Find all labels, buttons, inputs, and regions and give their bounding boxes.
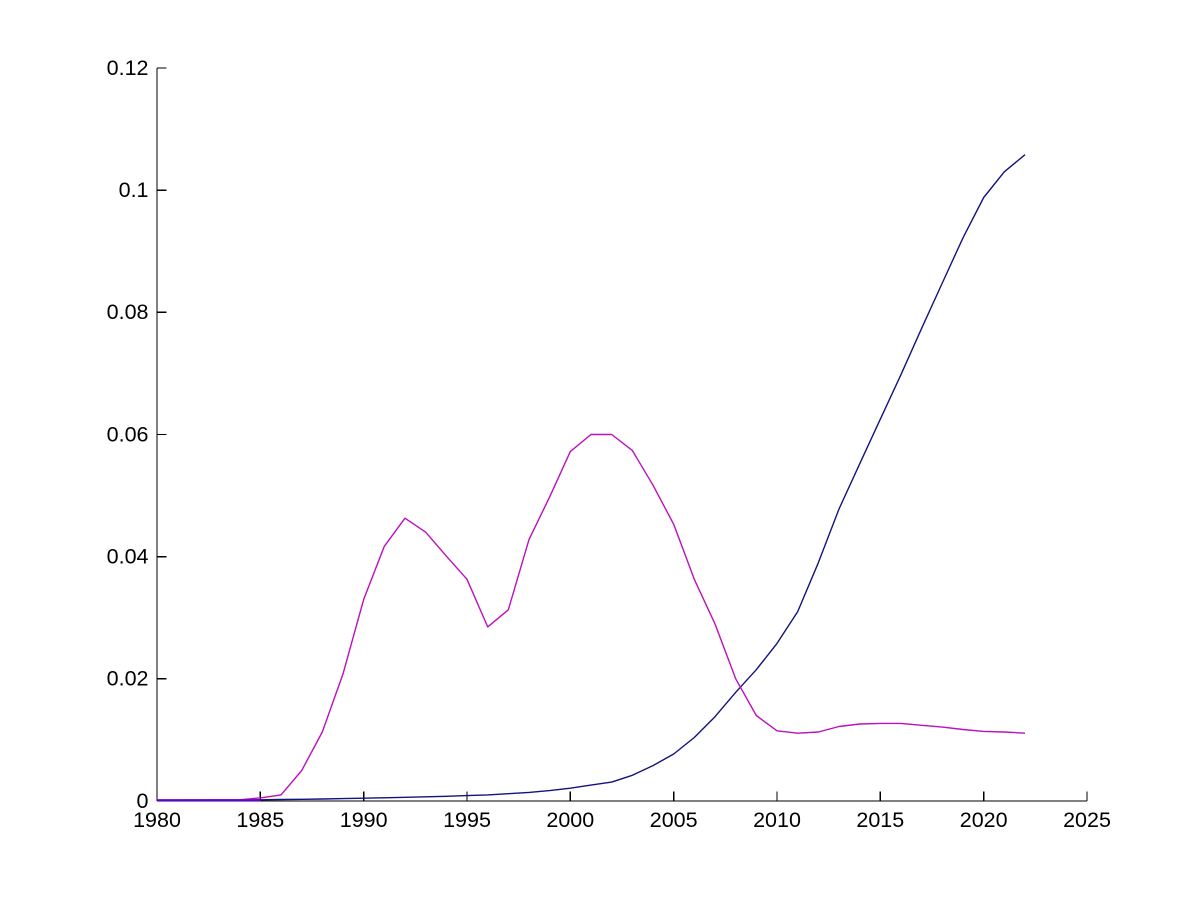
svg-text:0.08: 0.08 [107,300,149,324]
svg-text:0: 0 [137,789,149,813]
svg-text:2010: 2010 [753,808,801,832]
svg-text:1985: 1985 [236,808,284,832]
svg-text:0.12: 0.12 [107,56,149,80]
svg-text:2015: 2015 [856,808,904,832]
svg-text:1980: 1980 [133,808,181,832]
svg-text:2005: 2005 [650,808,698,832]
svg-text:0.04: 0.04 [107,545,149,569]
svg-text:0.02: 0.02 [107,667,149,691]
svg-text:1990: 1990 [340,808,388,832]
svg-text:0.06: 0.06 [107,422,149,446]
svg-text:2020: 2020 [960,808,1008,832]
svg-text:1995: 1995 [443,808,491,832]
svg-text:2025: 2025 [1063,808,1111,832]
svg-text:0.1: 0.1 [119,178,149,202]
svg-text:2000: 2000 [546,808,594,832]
